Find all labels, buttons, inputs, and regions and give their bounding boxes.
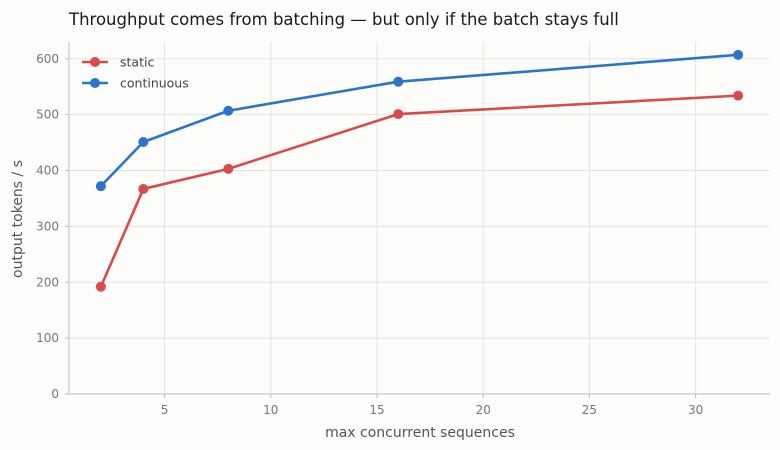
x-tick-label: 25 (582, 403, 597, 417)
data-point-static (393, 109, 404, 120)
series-line-continuous (99, 53, 740, 188)
y-tick-label: 500 (36, 108, 59, 122)
x-tick-label: 5 (161, 403, 169, 417)
legend-marker-static (90, 57, 100, 67)
legend-marker-continuous (90, 78, 100, 88)
y-tick-label: 300 (36, 219, 59, 233)
data-point-continuous (138, 137, 149, 148)
y-axis-label: output tokens / s (10, 160, 26, 278)
x-tick-label: 20 (476, 403, 491, 417)
data-point-continuous (393, 76, 404, 87)
y-tick-label: 0 (51, 387, 59, 401)
chart-title: Throughput comes from batching — but onl… (68, 10, 619, 29)
x-tick-label: 15 (369, 403, 384, 417)
y-tick-label: 100 (36, 331, 59, 345)
legend-label-continuous: continuous (120, 76, 189, 91)
data-point-static (733, 90, 744, 101)
y-tick-label: 200 (36, 275, 59, 289)
data-point-continuous (95, 181, 106, 192)
data-point-static (223, 163, 234, 174)
x-tick-label: 30 (688, 403, 703, 417)
legend-label-static: static (120, 55, 154, 70)
data-point-continuous (733, 49, 744, 60)
data-point-static (138, 183, 149, 194)
x-tick-label: 10 (263, 403, 278, 417)
y-tick-label: 400 (36, 164, 59, 178)
data-point-static (95, 281, 106, 292)
y-tick-label: 600 (36, 52, 59, 66)
series-line-static (99, 94, 740, 289)
legend: static continuous (82, 55, 189, 91)
series-lines (95, 49, 744, 292)
grid (69, 42, 770, 395)
x-axis-label: max concurrent sequences (325, 425, 515, 441)
data-point-continuous (223, 105, 234, 116)
